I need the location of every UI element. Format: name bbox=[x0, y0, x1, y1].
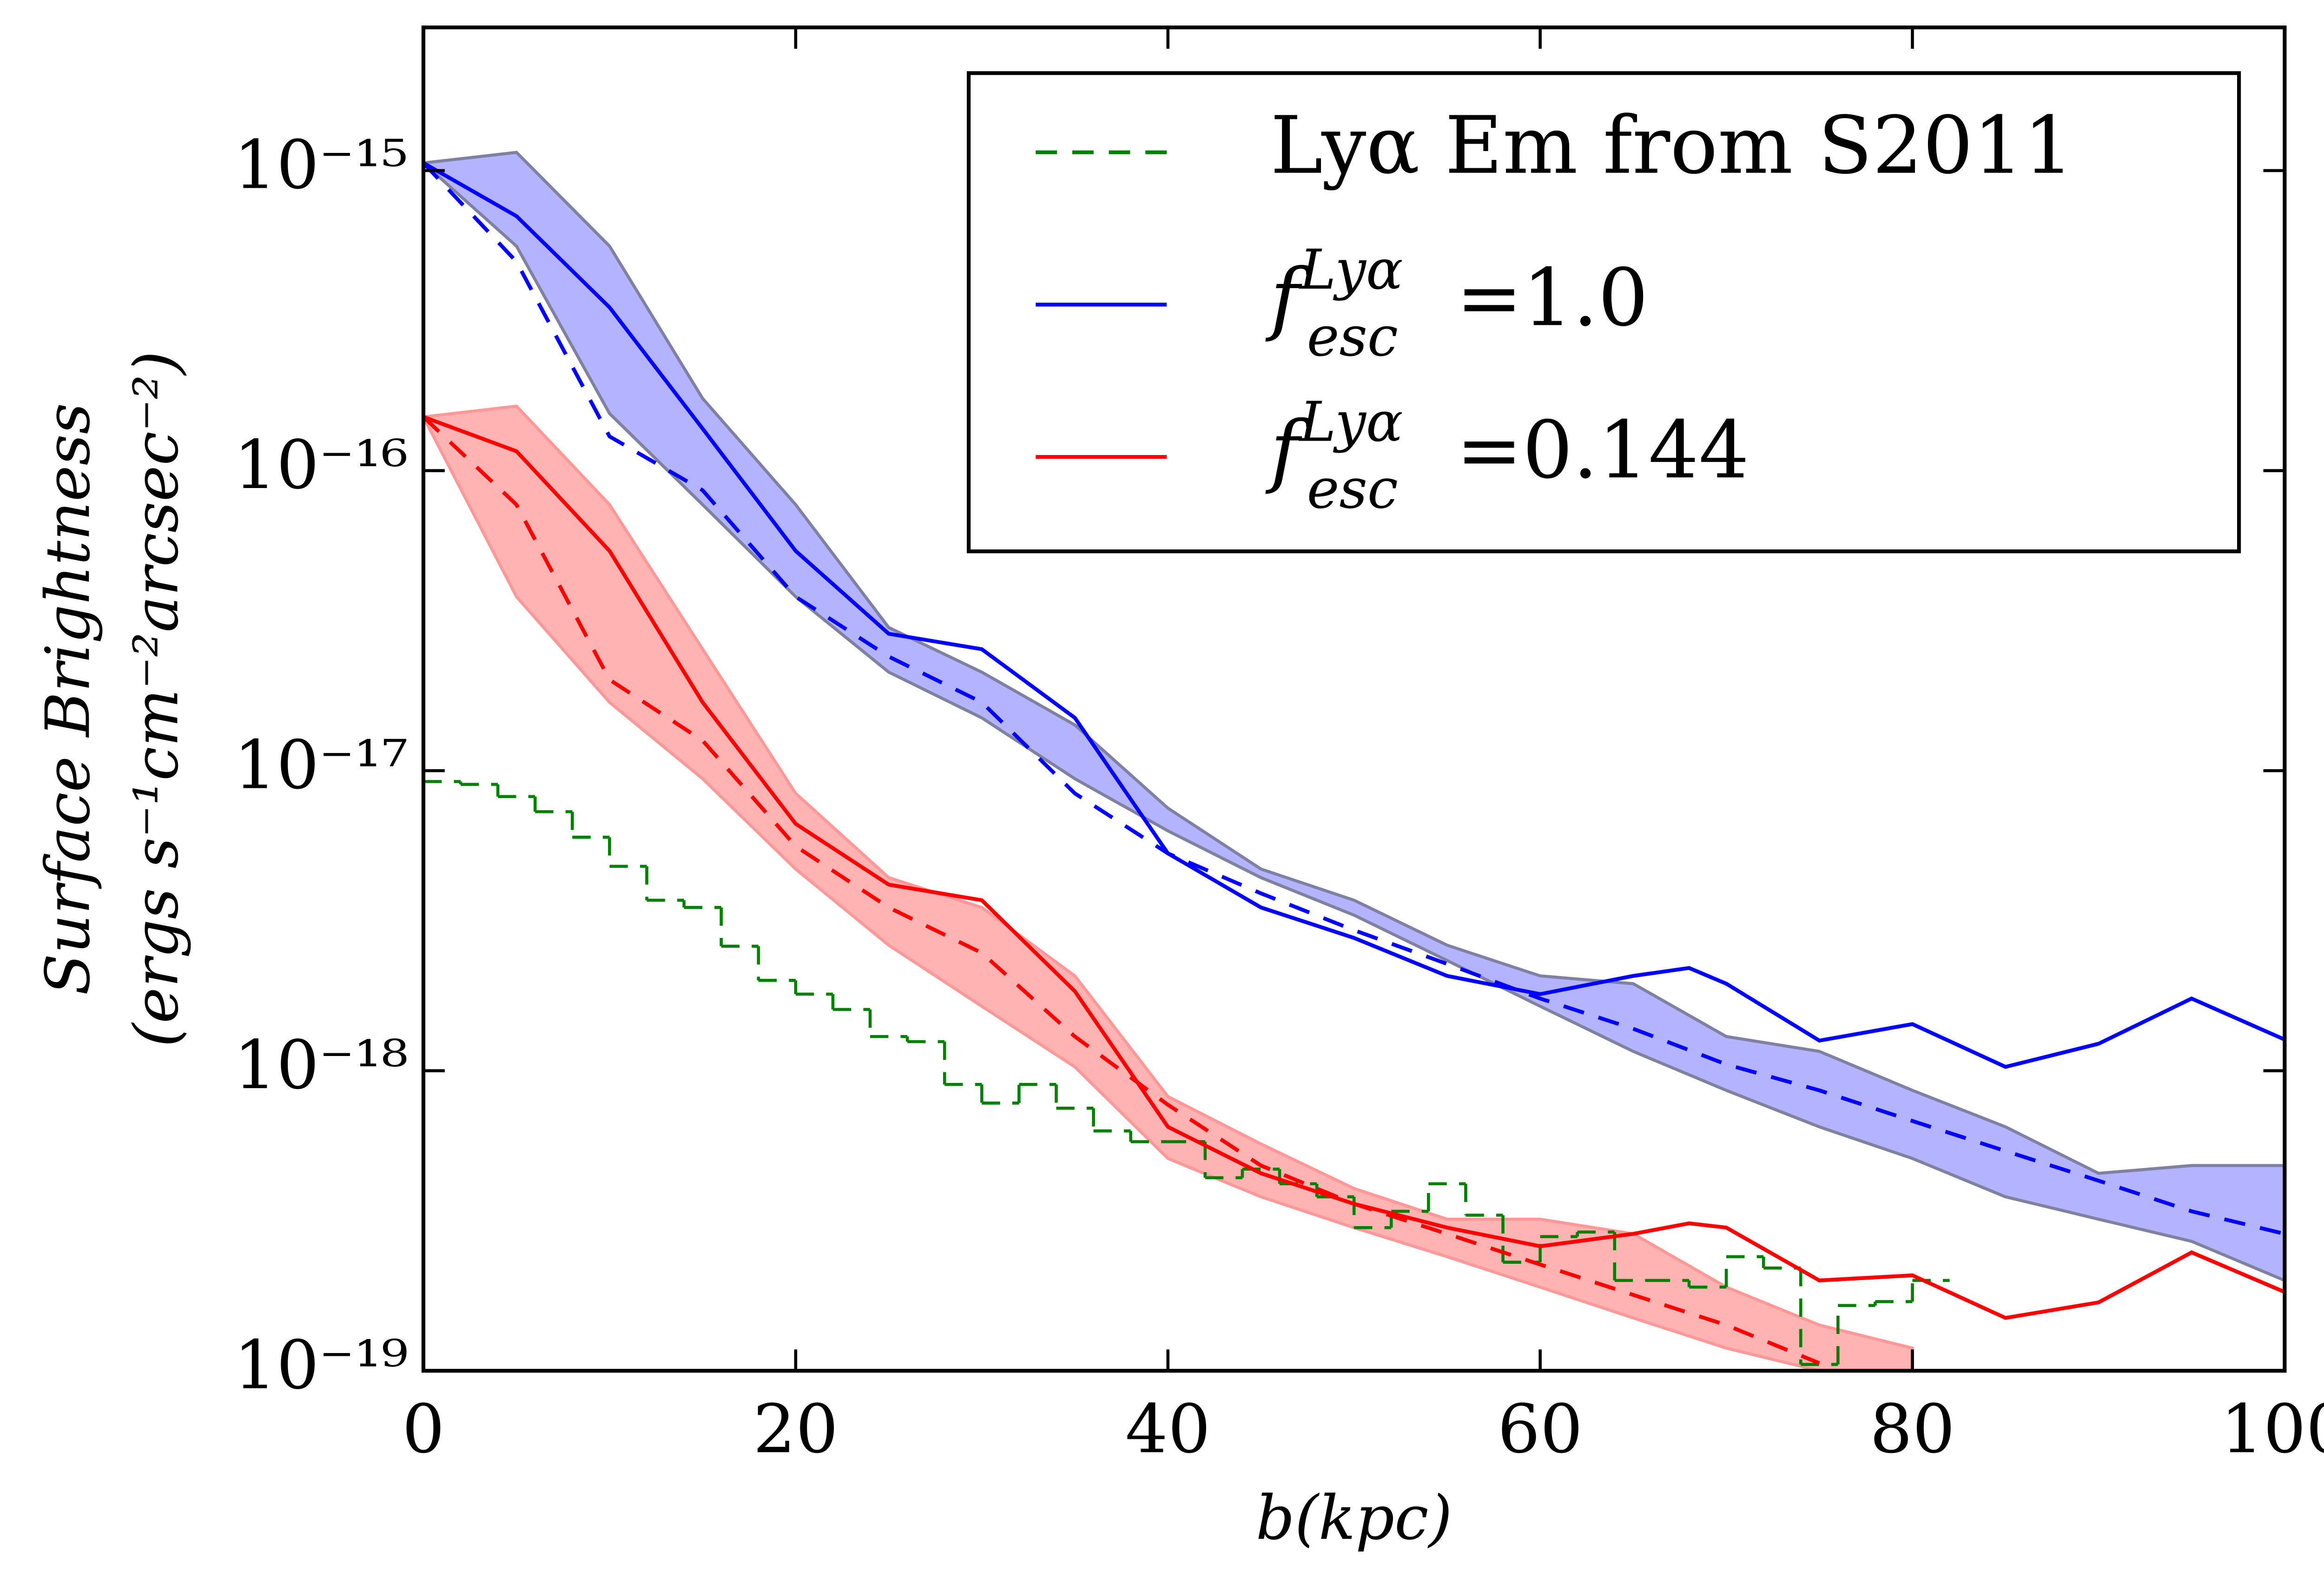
x-tick-label: 0 bbox=[402, 1390, 445, 1468]
legend-label: Lyα Em from S2011 bbox=[1270, 100, 2074, 192]
legend-label-base: Lyα Em from S2011 bbox=[1270, 100, 2074, 192]
band bbox=[423, 151, 2285, 1282]
x-tick-label: 40 bbox=[1125, 1390, 1210, 1468]
y-tick-label: 10⁻¹⁹ bbox=[234, 1327, 408, 1405]
legend-label-rest: =0.144 bbox=[1456, 405, 1750, 497]
line bbox=[423, 161, 2285, 1069]
legend-label-sub: esc bbox=[1307, 457, 1398, 521]
legend-label-rest: =1.0 bbox=[1456, 252, 1649, 344]
plot-area bbox=[423, 151, 2285, 1371]
legend-label: fLyα esc =1.0 bbox=[1265, 238, 1649, 368]
axes: 0 20 40 60 80 100 10⁻¹⁹ 10⁻¹⁸ 10⁻¹⁷ 10⁻¹⁶ 10⁻¹⁵ bbox=[234, 25, 2324, 1468]
line bbox=[423, 415, 2285, 1320]
legend-label-sub: esc bbox=[1307, 305, 1398, 369]
y-tick-label: 10⁻¹⁷ bbox=[234, 726, 408, 805]
x-axis-label: b(kpc) bbox=[1256, 1482, 1452, 1553]
legend-label-sup: Lyα bbox=[1299, 238, 1403, 301]
x-tick-label: 80 bbox=[1870, 1390, 1955, 1468]
y-tick-label: 10⁻¹⁵ bbox=[234, 126, 408, 204]
y-tick-label: 10⁻¹⁸ bbox=[234, 1026, 408, 1104]
legend-box bbox=[967, 71, 2241, 554]
x-tick-label: 100 bbox=[2221, 1390, 2324, 1468]
y-axis-label: Surface Brightness bbox=[32, 403, 103, 995]
x-tick-label: 60 bbox=[1498, 1390, 1583, 1468]
line bbox=[423, 161, 2285, 1236]
y-axis-label: (ergs s⁻¹cm⁻²arcsec⁻²) bbox=[120, 351, 191, 1047]
legend-label-sup: Lyα bbox=[1299, 390, 1403, 454]
axes-frame bbox=[421, 25, 2287, 1373]
legend-label: fLyα esc =0.144 bbox=[1265, 390, 1749, 521]
x-tick-label: 20 bbox=[753, 1390, 838, 1468]
y-tick-label: 10⁻¹⁶ bbox=[234, 426, 408, 504]
step-connectors bbox=[459, 781, 1914, 1365]
line bbox=[423, 416, 1820, 1365]
